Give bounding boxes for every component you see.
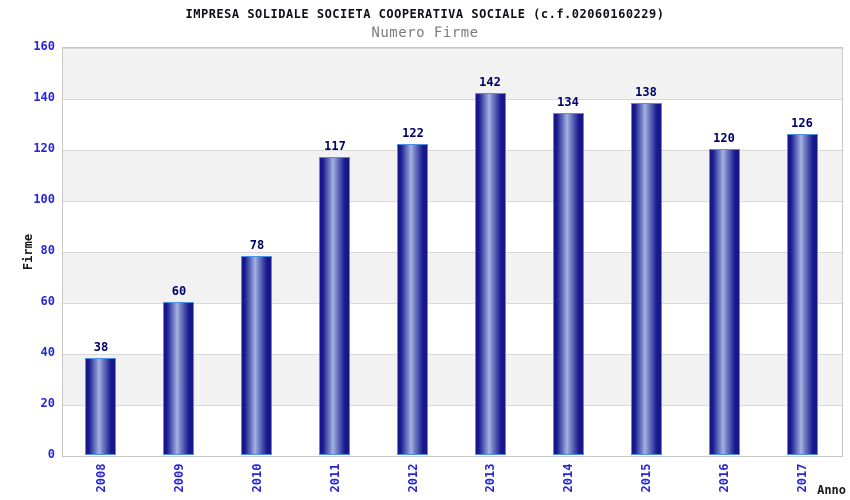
- y-tick-label: 80: [40, 243, 55, 257]
- chart-title: IMPRESA SOLIDALE SOCIETA COOPERATIVA SOC…: [185, 7, 665, 21]
- bar-2013: [475, 93, 506, 455]
- y-tick-label: 120: [33, 141, 55, 155]
- x-tick-label-2008: 2008: [94, 463, 108, 493]
- bar-2012: [397, 144, 428, 455]
- bar-value-label: 134: [557, 95, 579, 109]
- bar-value-label: 126: [791, 116, 813, 130]
- y-tick-label: 0: [47, 447, 55, 461]
- x-tick-label-2013: 2013: [483, 463, 497, 493]
- x-tick-label-2017: 2017: [795, 463, 809, 493]
- y-tick-label: 140: [33, 90, 55, 104]
- x-tick-label-2011: 2011: [328, 463, 342, 493]
- bar-2014: [553, 113, 584, 455]
- x-tick-label-2014: 2014: [561, 463, 575, 493]
- bar-value-label: 78: [249, 238, 265, 252]
- y-axis-title: Firme: [21, 233, 35, 271]
- x-tick-label-2012: 2012: [406, 463, 420, 493]
- bar-value-label: 117: [324, 139, 346, 153]
- bar-value-label: 60: [171, 284, 187, 298]
- y-tick-label: 40: [40, 345, 55, 359]
- bar-2016: [709, 149, 740, 455]
- bar-2015: [631, 103, 662, 455]
- bar-2009: [163, 302, 194, 455]
- y-tick-label: 160: [33, 39, 55, 53]
- x-tick-label-2015: 2015: [639, 463, 653, 493]
- x-tick-label-2009: 2009: [172, 463, 186, 493]
- x-tick-label-2016: 2016: [717, 463, 731, 493]
- bar-value-label: 122: [402, 126, 424, 140]
- bar-value-label: 142: [479, 75, 501, 89]
- bar-value-label: 138: [635, 85, 657, 99]
- chart-subtitle: Numero Firme: [371, 25, 479, 41]
- y-tick-label: 60: [40, 294, 55, 308]
- bar-2017: [787, 134, 818, 455]
- x-axis-title: Anno: [817, 483, 846, 497]
- x-tick-label-2010: 2010: [250, 463, 264, 493]
- bar-value-label: 120: [713, 131, 735, 145]
- y-tick-label: 100: [33, 192, 55, 206]
- bar-value-label: 38: [93, 340, 109, 354]
- bar-2011: [319, 157, 350, 455]
- bar-2008: [85, 358, 116, 455]
- y-tick-label: 20: [40, 396, 55, 410]
- bar-2010: [241, 256, 272, 455]
